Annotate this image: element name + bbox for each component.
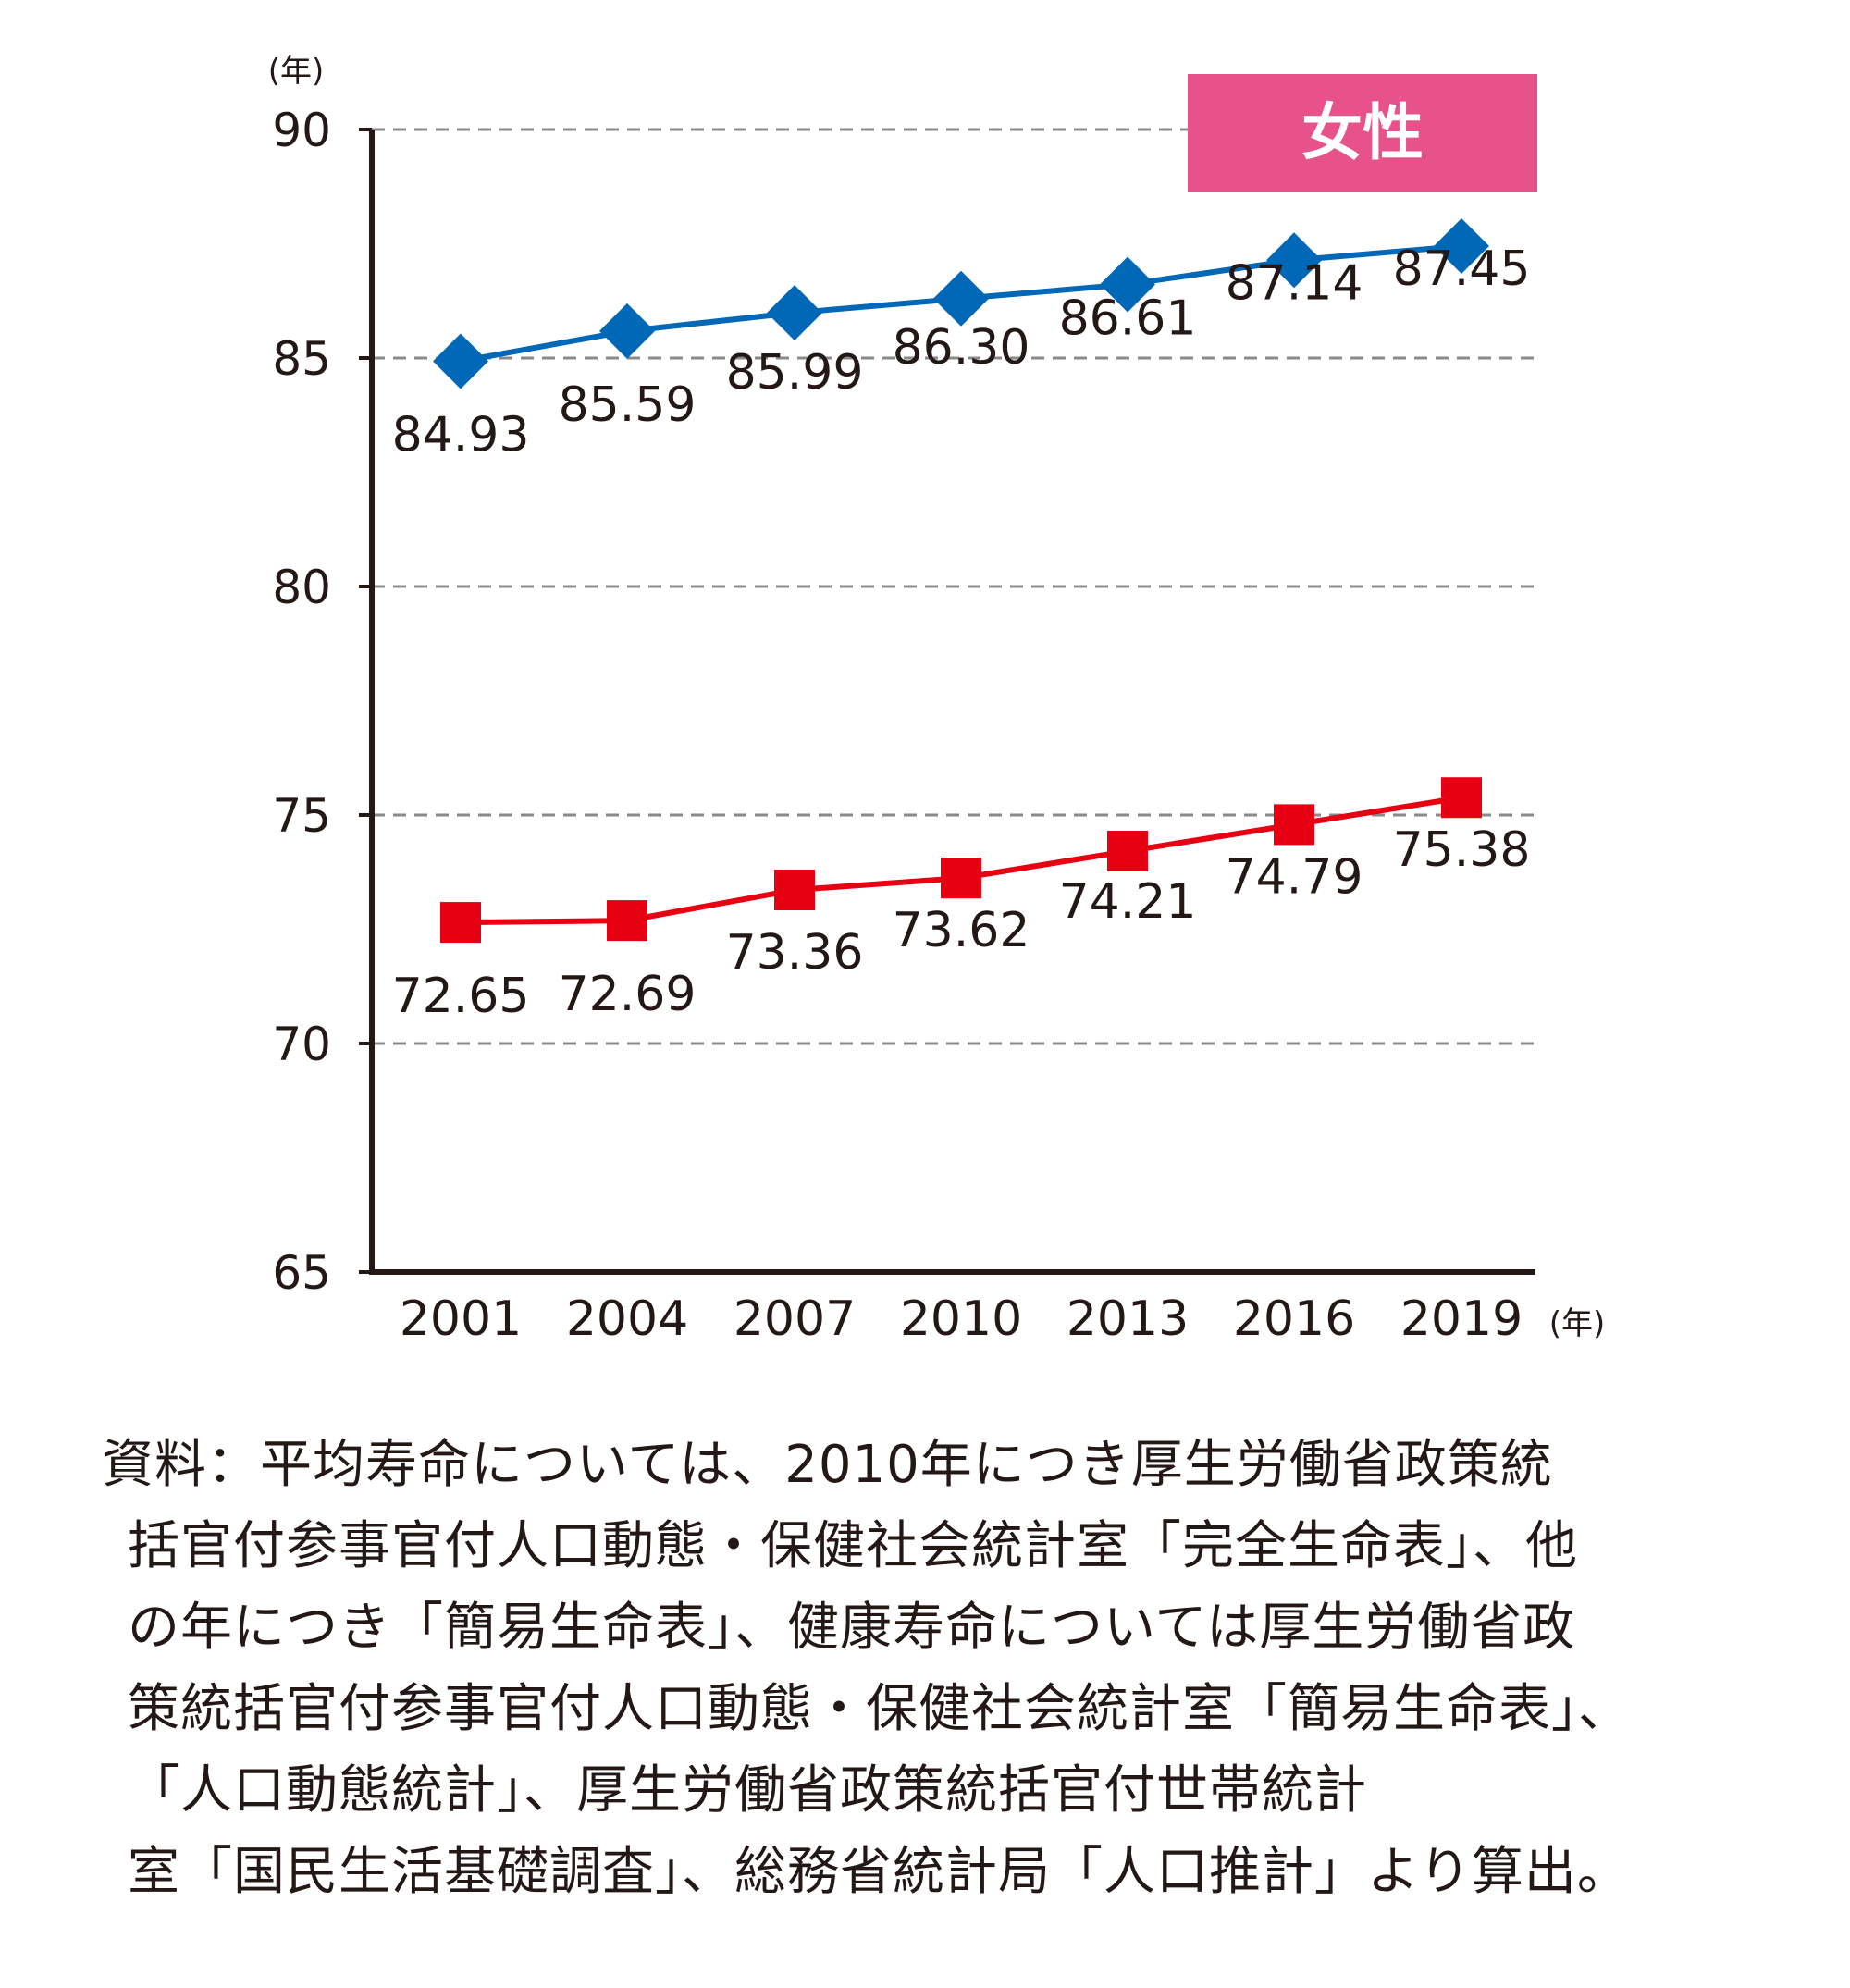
y-tick-label: 90 xyxy=(272,104,331,157)
y-tick-label: 80 xyxy=(272,561,331,614)
source-note-line: 「人口動態統計」、厚生労働省政策統括官付世帯統計 xyxy=(128,1760,1367,1821)
data-point-marker xyxy=(767,285,822,341)
data-label: 85.99 xyxy=(726,345,864,401)
data-label: 72.69 xyxy=(559,967,697,1022)
data-label: 85.59 xyxy=(559,377,697,433)
x-tick-label: 2004 xyxy=(566,1291,688,1347)
x-tick-label: 2001 xyxy=(400,1291,522,1347)
y-axis-unit: (年) xyxy=(268,53,325,90)
data-label: 73.62 xyxy=(893,903,1030,958)
badge-background xyxy=(1188,74,1537,192)
data-point-marker xyxy=(433,333,488,389)
data-point-marker xyxy=(1266,232,1322,289)
x-tick-label: 2007 xyxy=(734,1291,856,1347)
data-point-marker xyxy=(1434,217,1489,274)
y-tick-labels: 90 85 80 75 70 65 xyxy=(272,104,331,1300)
source-note-line: 策統括官付参事官付人口動態・保健社会統計室「簡易生命表」、 xyxy=(128,1679,1631,1739)
source-note-line: 資料：平均寿命については、2010年につき厚生労働省政策統 xyxy=(102,1435,1553,1495)
data-label: 87.45 xyxy=(1393,241,1531,297)
data-label: 87.14 xyxy=(1226,255,1363,311)
data-point-marker xyxy=(941,858,981,899)
y-tick-label: 75 xyxy=(272,789,331,843)
x-axis-unit: (年) xyxy=(1549,1305,1606,1342)
x-tick-label: 2016 xyxy=(1233,1291,1355,1347)
series-layer: 84.93 85.59 85.99 86.30 86.61 87.14 87.45 72.65… xyxy=(392,217,1531,1024)
data-point-marker xyxy=(774,870,815,911)
data-point-marker xyxy=(1100,256,1155,313)
data-point-marker xyxy=(1441,777,1482,819)
source-note-line: 括官付参事官付人口動態・保健社会統計室「完全生命表」、他 xyxy=(128,1516,1578,1576)
x-tick-label: 2013 xyxy=(1067,1291,1189,1347)
data-point-marker xyxy=(1274,804,1314,846)
data-label: 84.93 xyxy=(392,407,530,463)
series-2: 72.65 72.69 73.36 73.62 74.21 74.79 75.38 xyxy=(392,777,1531,1024)
data-label: 86.61 xyxy=(1059,290,1197,346)
data-label: 75.38 xyxy=(1393,822,1531,878)
series-1: 84.93 85.59 85.99 86.30 86.61 87.14 87.45 xyxy=(392,217,1531,463)
y-tick-label: 70 xyxy=(272,1018,331,1071)
legend-badge: 女性 xyxy=(1188,74,1537,192)
data-point-marker xyxy=(1107,831,1148,872)
x-tick-labels: 2001 2004 2007 2010 2013 2016 2019 xyxy=(400,1291,1523,1347)
data-point-marker xyxy=(933,270,989,327)
x-tick-label: 2019 xyxy=(1400,1291,1523,1347)
y-tick-label: 65 xyxy=(272,1246,331,1300)
badge-label: 女性 xyxy=(1301,97,1424,168)
source-note: 資料：平均寿命については、2010年につき厚生労働省政策統 括官付参事官付人口動… xyxy=(102,1425,1767,1913)
x-tick-label: 2010 xyxy=(900,1291,1022,1347)
data-label: 74.79 xyxy=(1226,849,1363,905)
axes xyxy=(369,130,1536,1275)
data-label: 86.30 xyxy=(893,320,1030,376)
data-point-marker xyxy=(607,900,648,942)
data-label: 72.65 xyxy=(392,969,530,1024)
data-label: 74.21 xyxy=(1059,874,1197,930)
source-note-line: の年につき「簡易生命表」、健康寿命については厚生労働省政 xyxy=(128,1598,1576,1658)
y-tick-label: 85 xyxy=(272,332,331,386)
data-point-marker xyxy=(440,902,481,944)
data-label: 73.36 xyxy=(726,925,864,981)
line-chart: 90 85 80 75 70 65 2001 2004 2007 2010 2013 2016 201… xyxy=(268,53,1606,1347)
data-point-marker xyxy=(599,303,655,359)
source-note-line: 室「国民生活基礎調査」、総務省統計局「人口推計」より算出。 xyxy=(128,1842,1630,1902)
